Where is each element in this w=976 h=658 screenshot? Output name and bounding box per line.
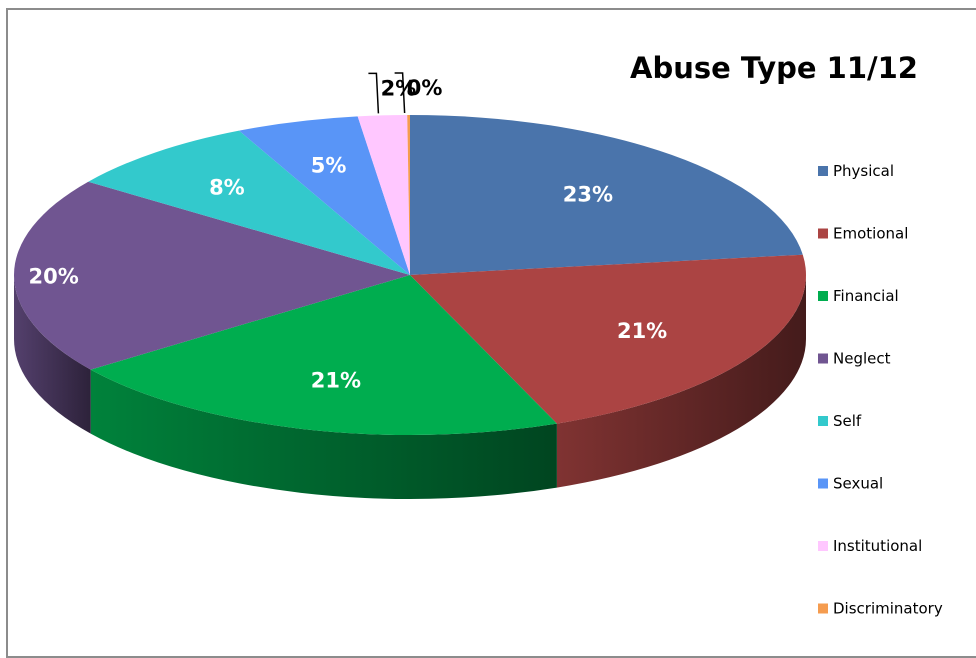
data-label-physical: 23% xyxy=(563,182,613,206)
data-label-sexual: 5% xyxy=(311,154,347,178)
legend-swatch-financial xyxy=(818,291,828,301)
leader-line-discriminatory xyxy=(394,72,406,114)
legend-label-self: Self xyxy=(833,412,862,430)
pie-wall-emotional xyxy=(556,275,806,488)
legend-label-sexual: Sexual xyxy=(833,475,883,493)
pie-slice-sexual xyxy=(239,116,410,275)
legend-swatch-sexual xyxy=(818,478,828,489)
chart-title: Abuse Type 11/12 xyxy=(630,51,918,85)
data-label-financial: 21% xyxy=(311,369,361,393)
legend: Physical Emotional Financial Neglect Self Sex… xyxy=(818,162,943,618)
legend-label-emotional: Emotional xyxy=(833,225,908,243)
legend-swatch-emotional xyxy=(818,228,828,239)
legend-swatch-self xyxy=(818,416,828,426)
legend-swatch-discriminatory xyxy=(818,603,828,614)
data-label-discriminatory: 0% xyxy=(407,76,443,100)
data-labels: 23% 21% 21% 20% 8% 5% 2%0% xyxy=(28,76,667,393)
data-label-institutional: 2% xyxy=(381,76,417,100)
legend-swatch-neglect xyxy=(818,353,828,364)
data-label-emotional: 21% xyxy=(617,319,667,343)
pie-slice-self xyxy=(88,130,411,275)
leader-line-institutional xyxy=(368,72,380,114)
leader-lines xyxy=(368,72,406,114)
legend-label-neglect: Neglect xyxy=(833,350,891,368)
pie-top-faces xyxy=(13,115,806,436)
legend-label-physical: Physical xyxy=(833,162,894,180)
pie-slice-physical xyxy=(410,115,803,275)
legend-swatch-institutional xyxy=(818,541,828,551)
legend-label-institutional: Institutional xyxy=(833,537,922,555)
pie-slice-neglect xyxy=(13,181,410,370)
pie-wall-neglect xyxy=(14,275,91,434)
legend-swatch-physical xyxy=(818,166,828,176)
legend-label-discriminatory: Discriminatory xyxy=(833,600,943,618)
legend-label-financial: Financial xyxy=(833,287,899,305)
pie-slice-institutional xyxy=(357,115,410,275)
pie-side-walls xyxy=(14,275,806,499)
pie-slice-emotional xyxy=(410,254,806,424)
data-label-self: 8% xyxy=(209,176,245,200)
pie-wall-financial xyxy=(90,369,557,499)
pie-slice-discriminatory xyxy=(407,115,410,275)
pie-slice-financial xyxy=(90,275,557,436)
data-label-neglect: 20% xyxy=(28,265,78,289)
